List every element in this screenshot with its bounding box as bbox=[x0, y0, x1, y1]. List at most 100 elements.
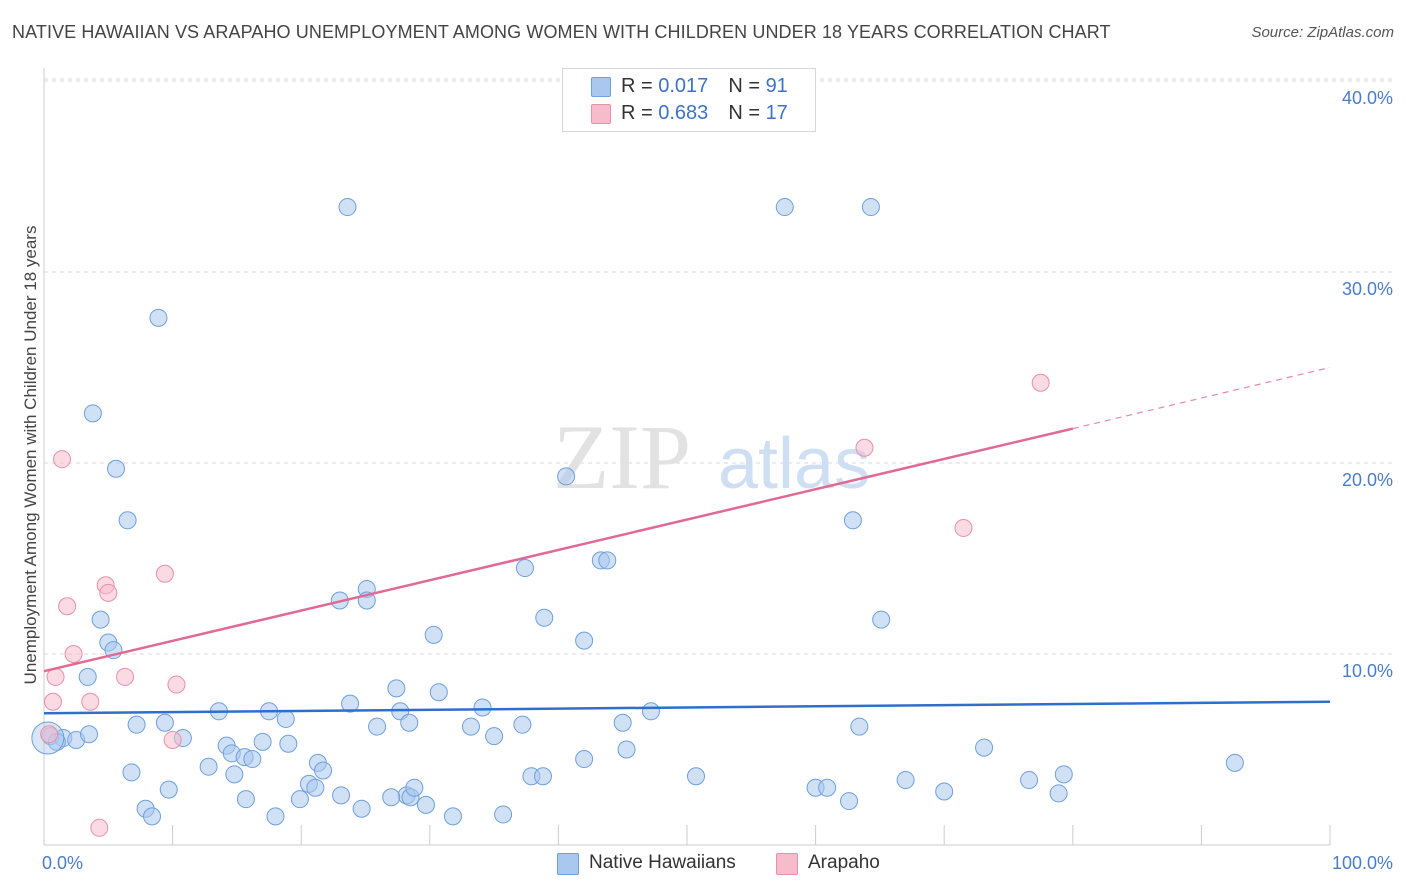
point-native-hawaiians bbox=[872, 610, 891, 629]
point-native-hawaiians bbox=[332, 786, 351, 805]
trend-lines bbox=[43, 366, 1331, 715]
legend-swatch-pink bbox=[591, 104, 611, 124]
point-native-hawaiians bbox=[598, 551, 617, 570]
watermark-atlas: atlas bbox=[718, 424, 870, 504]
point-arapaho bbox=[855, 438, 874, 457]
point-native-hawaiians bbox=[473, 698, 492, 717]
trend-line-arapaho-extrapolated bbox=[1072, 366, 1331, 430]
point-native-hawaiians bbox=[80, 725, 99, 744]
legend-r-value: 0.017 bbox=[658, 75, 709, 97]
chart-title: NATIVE HAWAIIAN VS ARAPAHO UNEMPLOYMENT … bbox=[12, 22, 1111, 42]
point-native-hawaiians bbox=[127, 715, 146, 734]
bottom-legend-swatch-blue bbox=[557, 853, 579, 875]
point-native-hawaiians bbox=[1225, 753, 1244, 772]
point-arapaho bbox=[163, 730, 182, 749]
point-native-hawaiians bbox=[266, 807, 285, 826]
point-arapaho bbox=[81, 692, 100, 711]
y-tick-label-40: 40.0% bbox=[1342, 88, 1393, 108]
point-native-hawaiians bbox=[341, 694, 360, 713]
point-native-hawaiians bbox=[840, 792, 859, 811]
point-native-hawaiians bbox=[1054, 765, 1073, 784]
point-native-hawaiians bbox=[1049, 784, 1068, 803]
point-native-hawaiians bbox=[155, 713, 174, 732]
point-native-hawaiians bbox=[818, 778, 837, 797]
x-tick-label-100: 100.0% bbox=[1332, 853, 1393, 873]
point-native-hawaiians bbox=[533, 767, 552, 786]
point-native-hawaiians bbox=[122, 763, 141, 782]
point-arapaho bbox=[58, 597, 77, 616]
y-tick-label-20: 20.0% bbox=[1342, 470, 1393, 490]
point-native-hawaiians bbox=[387, 679, 406, 698]
legend-n-label: N = bbox=[728, 102, 766, 124]
bottom-legend-label: Native Hawaiians bbox=[589, 852, 736, 873]
legend-r-label: R = bbox=[621, 75, 659, 97]
point-native-hawaiians bbox=[513, 715, 532, 734]
point-native-hawaiians bbox=[243, 750, 262, 769]
x-tick-label-0: 0.0% bbox=[42, 853, 83, 873]
point-native-hawaiians bbox=[279, 734, 298, 753]
point-native-hawaiians bbox=[118, 511, 137, 530]
point-arapaho bbox=[99, 583, 118, 602]
point-native-hawaiians bbox=[405, 778, 424, 797]
point-native-hawaiians bbox=[236, 790, 255, 809]
point-native-hawaiians bbox=[424, 625, 443, 644]
point-native-hawaiians bbox=[575, 750, 594, 769]
point-native-hawaiians bbox=[352, 799, 371, 818]
point-arapaho bbox=[53, 450, 72, 469]
point-native-hawaiians bbox=[107, 459, 126, 478]
point-native-hawaiians bbox=[91, 610, 110, 629]
point-arapaho bbox=[954, 518, 973, 537]
watermark-zip: ZIP bbox=[553, 406, 691, 508]
bottom-legend-swatch-pink bbox=[776, 853, 798, 875]
source-credit: Source: ZipAtlas.com bbox=[1251, 24, 1394, 41]
point-native-hawaiians bbox=[494, 805, 513, 824]
point-native-hawaiians bbox=[515, 559, 534, 578]
point-native-hawaiians bbox=[338, 198, 357, 217]
point-native-hawaiians bbox=[843, 511, 862, 530]
point-native-hawaiians bbox=[429, 683, 448, 702]
point-native-hawaiians bbox=[687, 767, 706, 786]
legend-n-value: 91 bbox=[765, 75, 788, 97]
point-arapaho bbox=[1031, 373, 1050, 392]
series-arapaho-points bbox=[40, 373, 1050, 837]
point-native-hawaiians bbox=[306, 778, 325, 797]
point-native-hawaiians bbox=[850, 717, 869, 736]
point-native-hawaiians bbox=[975, 738, 994, 757]
point-native-hawaiians bbox=[78, 667, 97, 686]
point-native-hawaiians bbox=[896, 771, 915, 790]
point-arapaho bbox=[167, 675, 186, 694]
point-arapaho bbox=[40, 725, 59, 744]
point-native-hawaiians bbox=[935, 782, 954, 801]
point-native-hawaiians bbox=[253, 732, 272, 751]
legend-swatch-blue bbox=[591, 77, 611, 97]
trend-line-native-hawaiians bbox=[43, 700, 1331, 715]
legend-n-label: N = bbox=[728, 75, 766, 97]
correlation-legend: R = 0.017 N = 91 R = 0.683 N = 17 bbox=[562, 68, 816, 132]
legend-text: R = 0.683 N = 17 bbox=[621, 102, 788, 125]
series-native-hawaiians-points bbox=[31, 198, 1244, 826]
point-native-hawaiians bbox=[861, 198, 880, 217]
point-native-hawaiians bbox=[400, 713, 419, 732]
point-native-hawaiians bbox=[290, 790, 309, 809]
point-native-hawaiians bbox=[613, 713, 632, 732]
y-tick-label-10: 10.0% bbox=[1342, 661, 1393, 681]
point-native-hawaiians bbox=[143, 807, 162, 826]
point-native-hawaiians bbox=[149, 308, 168, 327]
point-native-hawaiians bbox=[416, 795, 435, 814]
point-native-hawaiians bbox=[641, 702, 660, 721]
point-native-hawaiians bbox=[535, 608, 554, 627]
legend-r-label: R = bbox=[621, 102, 659, 124]
point-native-hawaiians bbox=[199, 757, 218, 776]
legend-text: R = 0.017 N = 91 bbox=[621, 75, 788, 98]
grid-lines bbox=[44, 78, 1393, 655]
point-native-hawaiians bbox=[775, 198, 794, 217]
tick-labels: 10.0% 20.0% 30.0% 40.0% 0.0% 100.0% bbox=[42, 88, 1393, 873]
point-arapaho bbox=[155, 564, 174, 583]
point-native-hawaiians bbox=[382, 788, 401, 807]
point-arapaho bbox=[90, 818, 109, 837]
point-native-hawaiians bbox=[485, 727, 504, 746]
bottom-legend-label: Arapaho bbox=[808, 852, 880, 873]
point-native-hawaiians bbox=[461, 717, 480, 736]
axes bbox=[43, 68, 1331, 846]
